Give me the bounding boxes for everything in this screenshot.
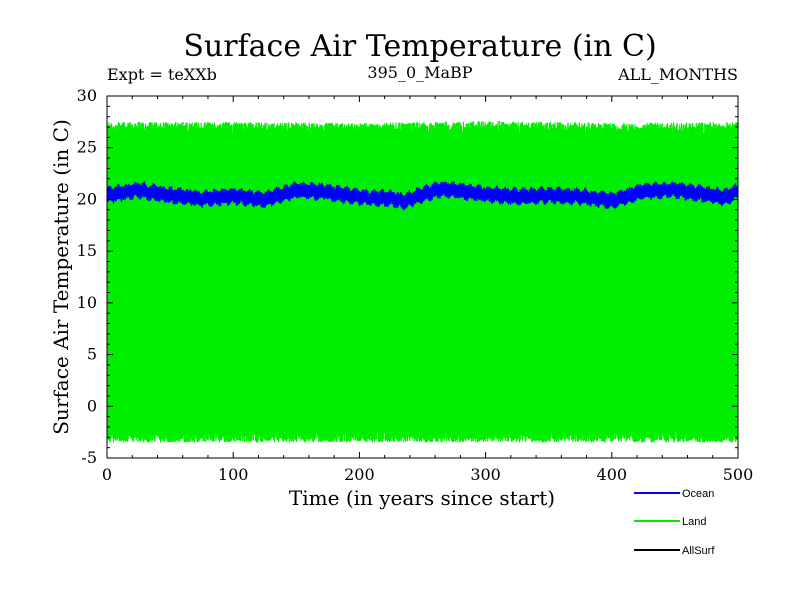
subtitle-center: 395_0_MaBP (367, 63, 472, 82)
data-layer (107, 121, 738, 443)
x-tick-label: 400 (597, 465, 628, 484)
y-tick-label: -5 (81, 448, 97, 467)
y-tick-label: 30 (77, 86, 97, 105)
y-tick-label: 15 (77, 241, 97, 260)
y-tick-label: 25 (77, 138, 97, 157)
legend: Ocean Land AllSurf (634, 488, 715, 557)
series-ocean-line (107, 181, 738, 211)
series-land-line (107, 121, 738, 443)
y-tick-label: 0 (87, 396, 97, 415)
legend-label-allsurf: AllSurf (682, 545, 715, 557)
legend-label-land: Land (682, 516, 706, 528)
x-tick-label: 200 (344, 465, 375, 484)
y-tick-label: 20 (77, 189, 97, 208)
subtitle-left: Expt = teXXb (107, 65, 217, 84)
plot-frame (106, 95, 739, 459)
subtitle-right: ALL_MONTHS (617, 65, 738, 84)
x-tick-label: 0 (102, 465, 112, 484)
axes-layer: 0 100 200 300 400 500 -5 0 5 10 15 20 25 30 (77, 86, 754, 484)
x-tick-label: 100 (218, 465, 249, 484)
x-tick-label: 300 (470, 465, 501, 484)
y-axis-label: Surface Air Temperature (in C) (49, 119, 73, 435)
x-tick-label: 500 (723, 465, 754, 484)
chart-title: Surface Air Temperature (in C) (183, 29, 656, 64)
legend-label-ocean: Ocean (682, 488, 714, 500)
y-tick-label: 10 (77, 293, 97, 312)
x-axis-label: Time (in years since start) (289, 486, 555, 510)
y-tick-label: 5 (87, 345, 97, 364)
